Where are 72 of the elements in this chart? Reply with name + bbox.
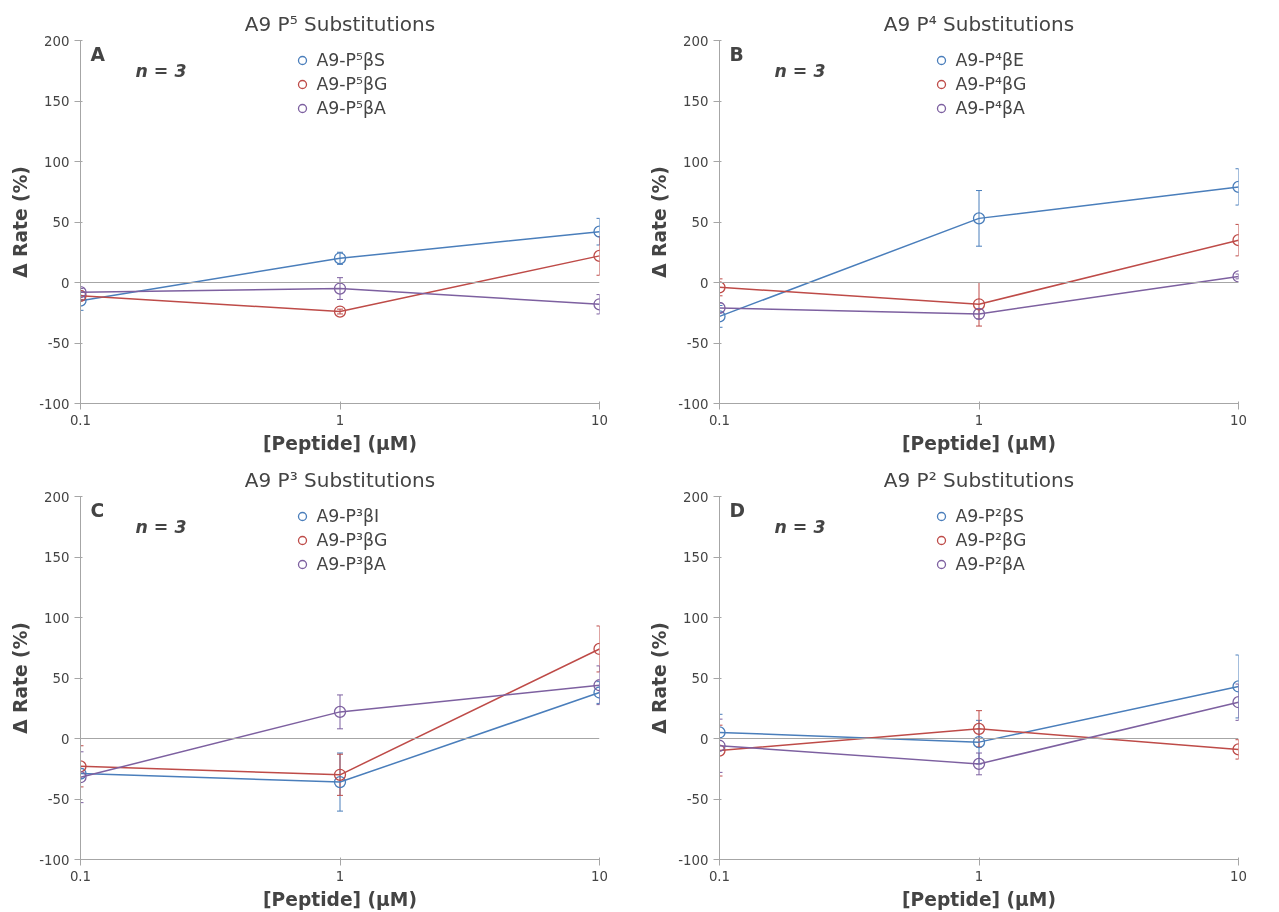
y-tick-label: 100	[44, 610, 70, 626]
y-tick-label: 50	[691, 215, 709, 230]
chart-title: A9 P³ Substitutions	[244, 467, 436, 492]
annotation: n = 3	[135, 516, 187, 537]
y-tick-label: -100	[678, 852, 709, 868]
y-tick-label: 150	[44, 94, 70, 109]
y-tick-label: 100	[44, 154, 70, 170]
y-tick-label: -100	[678, 396, 709, 412]
y-tick-label: 50	[52, 215, 70, 230]
annotation: n = 3	[135, 60, 187, 81]
annotation: n = 3	[774, 516, 826, 537]
y-tick-label: 0	[61, 275, 70, 291]
x-tick-label: 1	[335, 412, 345, 428]
annotation: B	[729, 43, 744, 65]
legend-label: A9-P⁵βG	[316, 74, 388, 94]
y-tick-label: 150	[683, 94, 709, 109]
x-tick-label: 0.1	[708, 412, 731, 428]
legend-label: A9-P⁵βS	[316, 50, 386, 70]
y-tick-label: -50	[686, 336, 709, 351]
y-tick-label: 0	[700, 731, 709, 747]
y-tick-label: -50	[47, 792, 70, 807]
y-tick-label: 200	[44, 33, 70, 49]
legend-label: A9-P⁴βE	[955, 50, 1025, 70]
x-tick-label: 10	[591, 868, 608, 884]
legend-label: A9-P³βI	[316, 506, 380, 526]
legend-label: A9-P³βG	[316, 530, 388, 550]
x-tick-label: 0.1	[69, 868, 92, 884]
annotation: A	[90, 43, 106, 65]
y-tick-label: 100	[683, 154, 709, 170]
annotation: C	[90, 499, 105, 521]
x-tick-label: 0.1	[69, 412, 92, 428]
legend-label: A9-P⁵βA	[316, 98, 386, 118]
annotation: n = 3	[774, 60, 826, 81]
x-tick-label: 1	[974, 868, 984, 884]
y-axis-title: Δ Rate (%)	[10, 622, 32, 734]
x-tick-label: 0.1	[708, 868, 731, 884]
legend-label: A9-P⁴βG	[955, 74, 1027, 94]
legend-label: A9-P²βG	[955, 530, 1027, 550]
y-tick-label: -50	[47, 336, 70, 351]
y-tick-label: 50	[691, 671, 709, 686]
y-tick-label: 150	[683, 550, 709, 565]
chart-title: A9 P⁴ Substitutions	[883, 11, 1075, 36]
y-tick-label: -50	[686, 792, 709, 807]
y-tick-label: -100	[39, 396, 70, 412]
x-tick-label: 1	[335, 868, 345, 884]
legend-label: A9-P³βA	[316, 554, 386, 574]
x-axis-title: [Peptide] (μM)	[902, 888, 1056, 910]
legend-label: A9-P⁴βA	[955, 98, 1025, 118]
y-axis-title: Δ Rate (%)	[10, 166, 32, 278]
y-tick-label: -100	[39, 852, 70, 868]
y-tick-label: 150	[44, 550, 70, 565]
x-tick-label: 10	[1230, 412, 1247, 428]
y-tick-label: 100	[683, 610, 709, 626]
y-tick-label: 50	[52, 671, 70, 686]
x-tick-label: 1	[974, 412, 984, 428]
y-tick-label: 0	[61, 731, 70, 747]
x-tick-label: 10	[591, 412, 608, 428]
legend-label: A9-P²βA	[955, 554, 1025, 574]
x-axis-title: [Peptide] (μM)	[263, 432, 417, 454]
y-axis-title: Δ Rate (%)	[649, 622, 671, 734]
y-axis-title: Δ Rate (%)	[649, 166, 671, 278]
x-tick-label: 10	[1230, 868, 1247, 884]
y-tick-label: 200	[683, 33, 709, 49]
x-axis-title: [Peptide] (μM)	[902, 432, 1056, 454]
y-tick-label: 200	[44, 489, 70, 505]
x-axis-title: [Peptide] (μM)	[263, 888, 417, 910]
chart-title: A9 P² Substitutions	[883, 467, 1075, 492]
annotation: D	[729, 499, 745, 521]
y-tick-label: 0	[700, 275, 709, 291]
y-tick-label: 200	[683, 489, 709, 505]
chart-title: A9 P⁵ Substitutions	[244, 11, 436, 36]
legend-label: A9-P²βS	[955, 506, 1025, 526]
